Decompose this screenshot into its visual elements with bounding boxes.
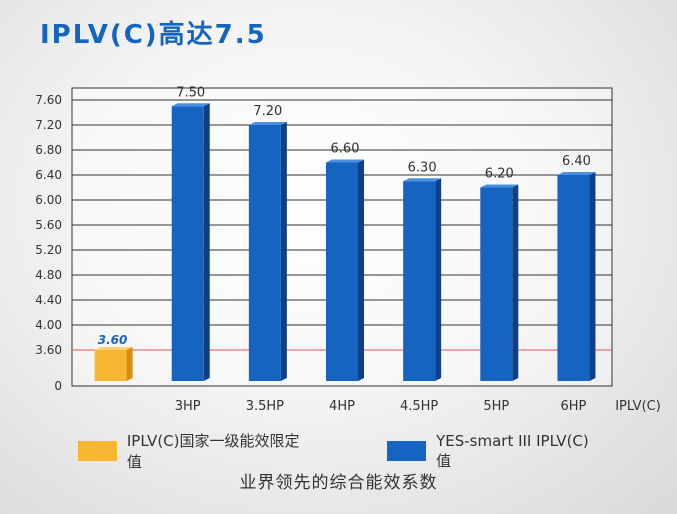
x-tick-label: 3.5HP	[246, 399, 284, 414]
y-tick-label: 4.40	[35, 293, 62, 307]
legend-item-limit: IPLV(C)国家一级能效限定值	[78, 430, 309, 472]
data-label: 6.60	[331, 142, 360, 157]
data-label: 6.30	[408, 160, 437, 175]
y-tick-label: 6.40	[35, 168, 62, 182]
bar	[94, 350, 127, 381]
chart-title: IPLV(C)高达7.5	[40, 20, 267, 50]
footer-caption: 业界领先的综合能效系数	[239, 473, 438, 493]
bar-chart: 0 3.60 4.00 4.40 4.80 5.20 5.60 6.00 6.40 6.80 7.2…	[35, 85, 661, 414]
bar-top	[326, 159, 364, 163]
y-tick-label: 5.60	[35, 218, 62, 232]
bar-side	[435, 178, 442, 381]
y-tick-label: 0	[54, 379, 62, 393]
data-label: 6.40	[562, 154, 591, 169]
data-label: 7.50	[176, 85, 205, 100]
y-tick-label: 7.20	[35, 118, 62, 132]
x-tick-label: 4HP	[329, 399, 355, 414]
bar	[403, 181, 436, 381]
y-tick-label: 4.80	[35, 268, 62, 282]
x-tick-label: 5HP	[483, 399, 509, 414]
bar	[171, 106, 204, 381]
bar	[326, 162, 358, 381]
bar-top	[557, 172, 596, 175]
data-label: 7.20	[253, 104, 282, 119]
y-tick-label: 5.20	[35, 243, 62, 257]
x-tick-label: 3HP	[175, 399, 201, 414]
bar	[248, 125, 281, 381]
bar	[480, 187, 513, 381]
legend-swatch-limit	[78, 441, 117, 461]
data-label: 3.60	[98, 333, 128, 347]
y-tick-label: 4.00	[35, 318, 62, 332]
bar-side	[280, 122, 287, 381]
legend: IPLV(C)国家一级能效限定值 YES-smart III IPLV(C)值	[78, 430, 677, 472]
y-tick-label: 6.80	[35, 143, 62, 157]
bar-side	[203, 103, 210, 381]
bar-top	[480, 184, 519, 188]
x-tick-label: 4.5HP	[400, 399, 438, 414]
legend-item-series: YES-smart III IPLV(C)值	[387, 432, 599, 471]
x-axis-label: IPLV(C)	[615, 399, 661, 414]
legend-swatch-series	[387, 441, 427, 461]
bar	[557, 175, 590, 381]
y-tick-label: 7.60	[35, 93, 62, 107]
bar-side	[358, 159, 364, 381]
y-tick-label: 6.00	[35, 193, 62, 207]
bar-top	[94, 347, 133, 350]
data-label: 6.20	[485, 167, 514, 182]
bar-top	[403, 178, 442, 182]
y-tick-label: 3.60	[35, 343, 62, 357]
legend-label-series: YES-smart III IPLV(C)值	[436, 431, 589, 470]
bar-side	[589, 172, 596, 381]
bar-side	[512, 184, 519, 381]
bar-top	[248, 122, 287, 125]
bar-side	[126, 347, 133, 381]
bar-top	[171, 103, 210, 107]
legend-label-limit: IPLV(C)国家一级能效限定值	[126, 432, 300, 471]
x-tick-label: 6HP	[560, 399, 586, 414]
